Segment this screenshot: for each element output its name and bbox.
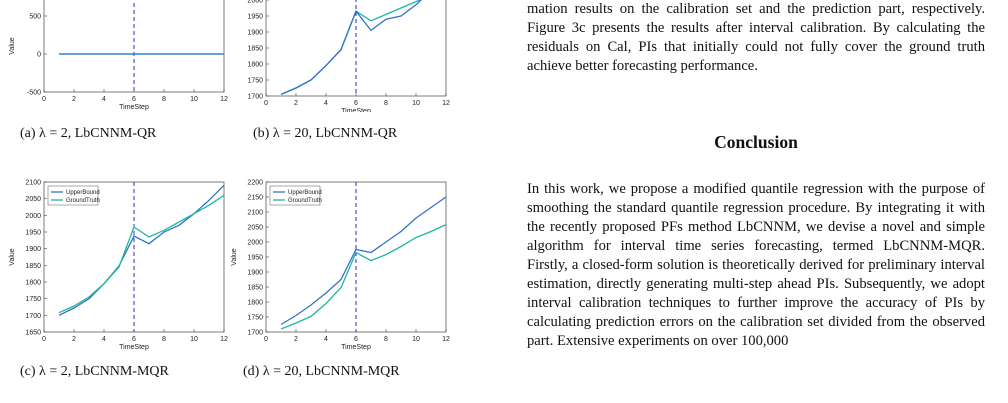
x-tick-label: 2 — [294, 336, 298, 343]
legend-label-truth: GroundTruth — [288, 198, 322, 204]
x-tick-label: 8 — [162, 96, 166, 103]
chart-b-svg: 0 2 4 6 8 10 12 1700 1750 1800 1850 1900 1950 2000 Tim… — [247, 0, 450, 115]
x-tick-label: 6 — [354, 336, 358, 343]
y-axis-label: Value — [9, 248, 16, 265]
caption-d: (d) λ = 20, LbCNNM-MQR — [243, 364, 400, 379]
y-tick-label: 1750 — [25, 296, 41, 303]
x-tick-label: 0 — [42, 96, 46, 103]
y-tick-label: 1900 — [247, 30, 263, 37]
x-tick-label: 8 — [384, 100, 388, 107]
y-tick-label: 1700 — [247, 330, 263, 337]
legend-label-upper: UpperBound — [66, 190, 100, 196]
x-tick-label: 6 — [132, 336, 136, 343]
y-tick-label: 1750 — [247, 315, 263, 322]
x-axis-label: TimeStep — [119, 104, 149, 111]
x-tick-label: 2 — [294, 100, 298, 107]
x-tick-label: 4 — [324, 336, 328, 343]
x-tick-label: 12 — [220, 336, 228, 343]
x-tick-label: 6 — [132, 96, 136, 103]
y-tick-label: 1950 — [247, 255, 263, 262]
y-tick-label: 1950 — [25, 230, 41, 237]
series-line-truth — [58, 194, 225, 314]
x-axis-label: TimeStep — [119, 344, 149, 351]
y-tick-label: 2000 — [25, 213, 41, 220]
y-tick-label: -500 — [27, 90, 41, 97]
x-tick-label: 0 — [264, 100, 268, 107]
x-tick-label: 4 — [102, 96, 106, 103]
y-tick-label: 1750 — [247, 78, 263, 85]
x-tick-label: 2 — [72, 336, 76, 343]
y-tick-label: 1800 — [247, 62, 263, 69]
paragraph-2-text: In this work, we propose a modified quan… — [527, 181, 985, 349]
y-axis-label: Value — [9, 37, 16, 54]
x-tick-label: 10 — [412, 100, 420, 107]
y-tick-label: 1800 — [247, 300, 263, 307]
caption-b: (b) λ = 20, LbCNNM-QR — [253, 126, 398, 141]
y-tick-label: 1700 — [247, 94, 263, 101]
series-line-upper — [280, 196, 447, 326]
y-tick-label: 1850 — [25, 263, 41, 270]
x-tick-label: 0 — [264, 336, 268, 343]
x-tick-label: 10 — [190, 96, 198, 103]
series-line-upper — [58, 184, 225, 316]
x-tick-label: 4 — [102, 336, 106, 343]
y-tick-label: 500 — [29, 14, 41, 21]
caption-a: (a) λ = 2, LbCNNM-QR — [20, 126, 157, 141]
series-line-truth — [280, 224, 447, 330]
y-tick-label: 2050 — [247, 225, 263, 232]
paragraph-1: mation results on the calibration set an… — [527, 0, 985, 76]
caption-c: (c) λ = 2, LbCNNM-MQR — [20, 364, 169, 379]
chart-d-svg: 0 2 4 6 8 10 12 1700 1750 1800 1850 1900 1950 2000 205… — [231, 180, 450, 352]
chart-a: 0 2 4 6 8 10 12 -500 0 500 TimeStep Value — [0, 0, 240, 117]
x-tick-label: 12 — [442, 100, 450, 107]
y-tick-label: 1900 — [247, 270, 263, 277]
y-tick-label: 1900 — [25, 246, 41, 253]
y-tick-label: 2200 — [247, 180, 263, 187]
paragraph-1-text: mation results on the calibration set an… — [527, 1, 985, 74]
chart-d: 0 2 4 6 8 10 12 1700 1750 1800 1850 1900 1950 2000 205… — [222, 178, 462, 363]
y-tick-label: 1950 — [247, 14, 263, 21]
x-tick-label: 12 — [220, 96, 228, 103]
y-tick-label: 1800 — [25, 280, 41, 287]
y-tick-label: 2100 — [25, 180, 41, 187]
chart-c: 0 2 4 6 8 10 12 1650 1700 1750 1800 1850 1900 1950 200… — [0, 178, 240, 363]
y-axis-label: Value — [231, 248, 238, 265]
y-tick-label: 0 — [37, 52, 41, 59]
plot-c: 0 2 4 6 8 10 12 1650 1700 1750 1800 1850 1900 1950 200… — [9, 180, 228, 352]
plot-d: 0 2 4 6 8 10 12 1700 1750 1800 1850 1900 1950 2000 205… — [231, 180, 450, 352]
x-tick-label: 8 — [384, 336, 388, 343]
y-tick-label: 2000 — [247, 240, 263, 247]
plot-b: 0 2 4 6 8 10 12 1700 1750 1800 1850 1900 1950 2000 Tim… — [247, 0, 450, 115]
series-line-upper — [280, 0, 422, 95]
y-tick-label: 1650 — [25, 330, 41, 337]
y-tick-label: 2050 — [25, 196, 41, 203]
x-tick-label: 8 — [162, 336, 166, 343]
section-heading: Conclusion — [714, 132, 798, 152]
x-axis-label: TimeStep — [341, 344, 371, 351]
y-tick-label: 1850 — [247, 285, 263, 292]
y-tick-label: 1700 — [25, 313, 41, 320]
y-tick-label: 2100 — [247, 210, 263, 217]
x-tick-label: 2 — [72, 96, 76, 103]
x-tick-label: 0 — [42, 336, 46, 343]
x-tick-label: 6 — [354, 100, 358, 107]
x-axis-label: TimeStep — [341, 108, 371, 112]
y-tick-label: 1850 — [247, 46, 263, 53]
chart-c-svg: 0 2 4 6 8 10 12 1650 1700 1750 1800 1850 1900 1950 200… — [9, 180, 228, 352]
x-tick-label: 4 — [324, 100, 328, 107]
x-tick-label: 10 — [190, 336, 198, 343]
x-tick-label: 10 — [412, 336, 420, 343]
chart-b: 0 2 4 6 8 10 12 1700 1750 1800 1850 1900 1950 2000 Tim… — [222, 0, 462, 117]
legend-label-truth: GroundTruth — [66, 198, 100, 204]
legend-label-upper: UpperBound — [288, 190, 322, 196]
y-tick-label: 2150 — [247, 195, 263, 202]
y-tick-label: 2000 — [247, 0, 263, 5]
x-tick-label: 12 — [442, 336, 450, 343]
paragraph-2: In this work, we propose a modified quan… — [527, 180, 985, 351]
